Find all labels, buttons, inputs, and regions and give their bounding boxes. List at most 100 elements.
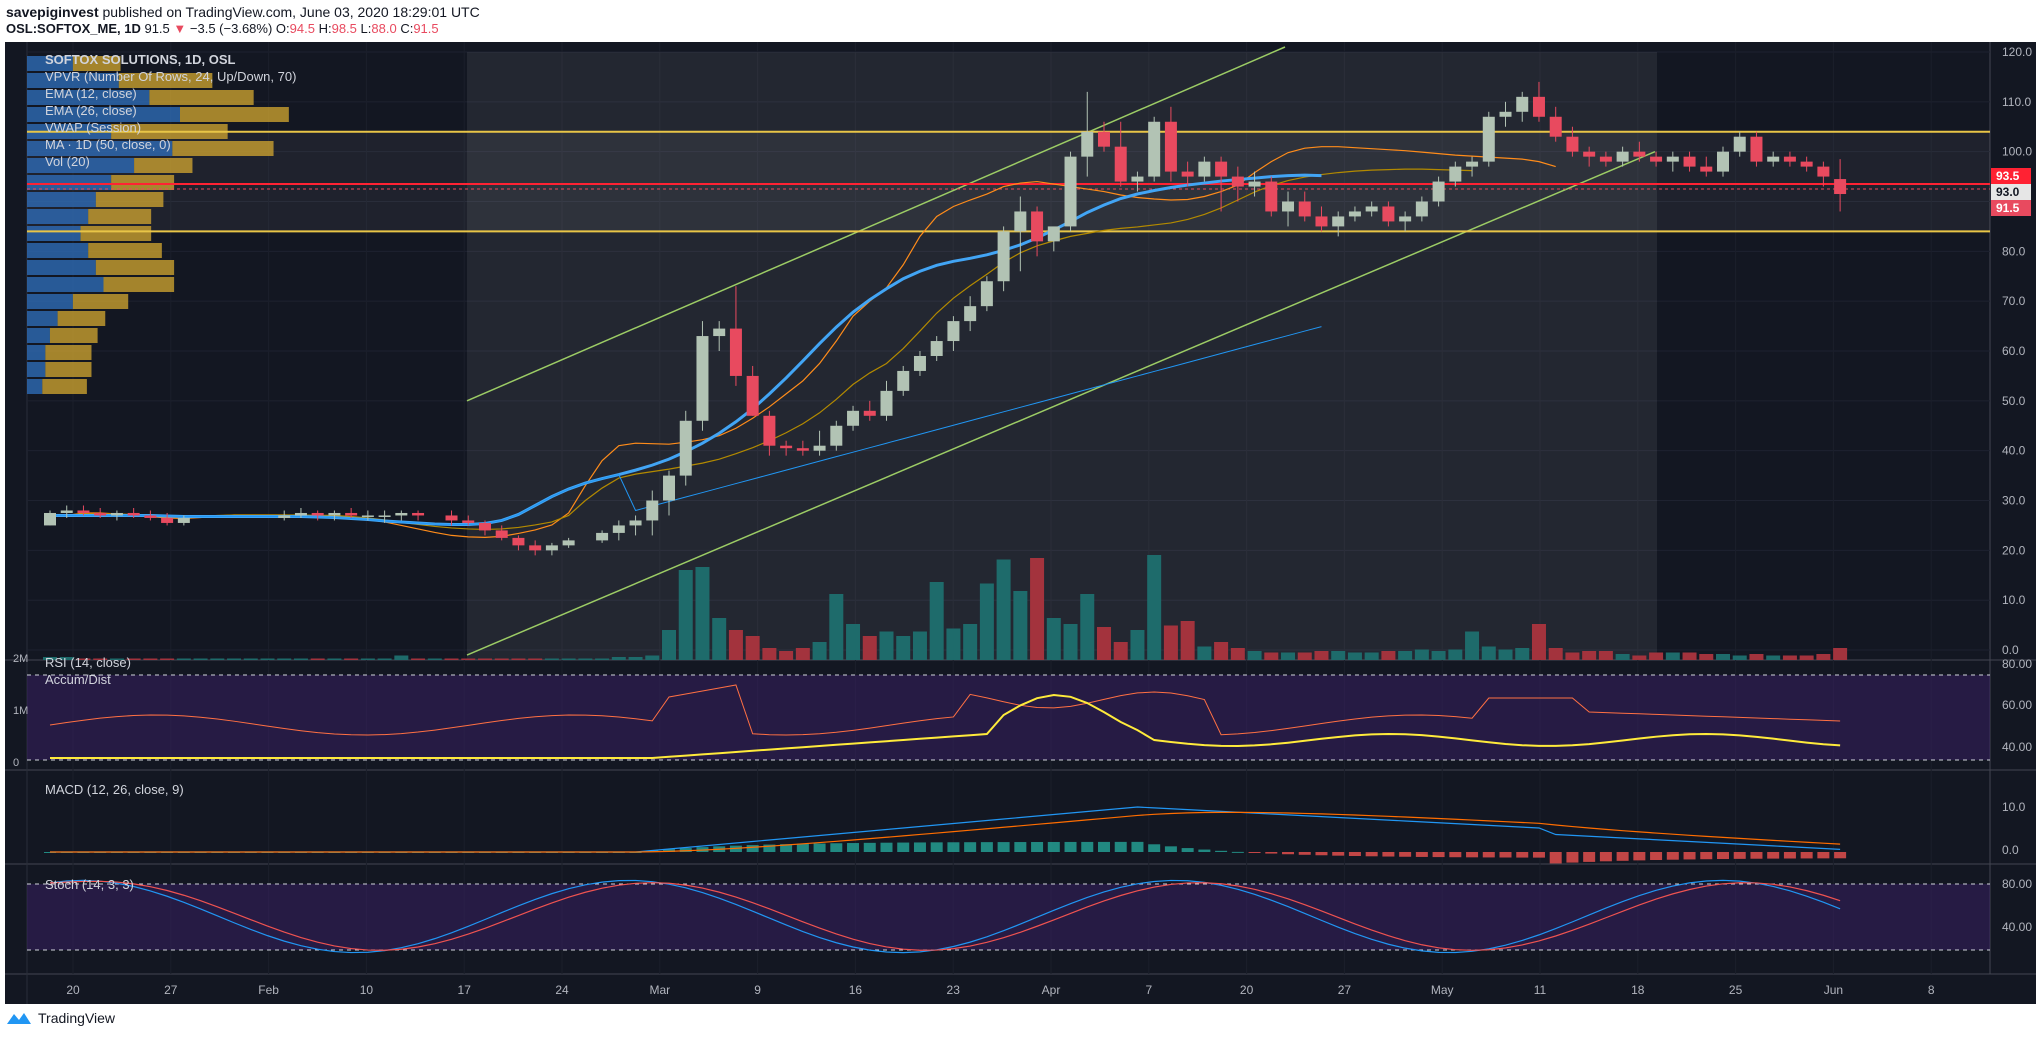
time-tick-label: Apr (1042, 983, 1061, 997)
candle-body (94, 512, 107, 516)
volume-bar (310, 658, 325, 660)
volume-bar (1063, 624, 1078, 660)
volume-bar (126, 658, 141, 660)
volume-bar (1816, 654, 1831, 660)
volume-bar (1833, 648, 1848, 660)
legend-ema26[interactable]: EMA (26, close) (45, 103, 137, 118)
consolidation-zone (27, 131, 1990, 232)
macd-histogram-bar (1248, 852, 1261, 853)
time-tick-label: 8 (1928, 983, 1935, 997)
candle-body (1332, 216, 1345, 227)
candle-body (1415, 201, 1428, 217)
candle-body (1298, 201, 1311, 217)
macd-histogram-bar (1650, 852, 1663, 861)
volume-bar (1414, 649, 1429, 660)
candle-body (780, 445, 793, 449)
price-tick-label: 70.0 (2002, 294, 2026, 308)
legend-vol[interactable]: Vol (20) (45, 154, 90, 169)
candle-body (378, 515, 391, 517)
open-label: O: (275, 21, 290, 36)
vpvr-up-bar (27, 311, 58, 326)
publish-header: savepiginvest published on TradingView.c… (6, 4, 480, 20)
vpvr-up-bar (27, 107, 180, 122)
macd-histogram-bar (1733, 852, 1746, 859)
macd-histogram-bar (1415, 852, 1428, 857)
vpvr-down-bar (88, 243, 162, 258)
macd-histogram-bar (880, 842, 893, 852)
candle-body (796, 448, 809, 451)
volume-bar (1498, 649, 1513, 660)
volume-bar (611, 657, 626, 660)
macd-label[interactable]: MACD (12, 26, close, 9) (45, 782, 184, 797)
vpvr-down-bar (111, 175, 175, 190)
volume-bar (1799, 655, 1814, 660)
candle-body (663, 475, 676, 501)
volume-bar (1682, 652, 1697, 660)
legend-vwap[interactable]: VWAP (Session) (45, 120, 142, 135)
candle-body (1215, 161, 1228, 177)
vpvr-down-bar (118, 73, 213, 88)
chart-area[interactable]: 120.0110.0100.090.080.070.060.050.040.03… (5, 42, 2036, 1004)
macd-histogram-bar (1215, 850, 1228, 852)
macd-histogram-bar (1516, 852, 1529, 858)
rsi-label[interactable]: RSI (14, close) (45, 655, 131, 670)
volume-bar (1465, 631, 1480, 660)
high-value: 98.5 (331, 21, 357, 36)
candle-body (77, 510, 90, 513)
time-tick-label: May (1431, 983, 1454, 997)
candle-body (412, 512, 425, 516)
time-tick-label: 16 (849, 983, 863, 997)
volume-bar (929, 582, 944, 660)
high-label: H: (318, 21, 332, 36)
candle-body (462, 520, 475, 523)
legend-ma50[interactable]: MA · 1D (50, close, 0) (45, 137, 171, 152)
accum-tick-label: 0 (13, 757, 19, 769)
volume-bar (578, 658, 593, 660)
candle-body (161, 517, 174, 523)
stoch-label[interactable]: Stoch (14, 3, 3) (45, 877, 134, 892)
time-tick-label: 24 (555, 983, 569, 997)
time-tick-label: 20 (1240, 983, 1254, 997)
macd-histogram-bar (1834, 852, 1847, 859)
volume-bar (1548, 648, 1563, 660)
macd-histogram-bar (930, 842, 943, 852)
volume-bar (327, 658, 342, 660)
accum-label[interactable]: Accum/Dist (45, 672, 111, 687)
volume-bar (544, 658, 559, 660)
ma-long-line (50, 326, 1322, 525)
volume-bar (1716, 654, 1730, 660)
candle-body (696, 336, 709, 421)
vpvr-up-bar (27, 260, 96, 275)
publisher-name[interactable]: savepiginvest (6, 4, 99, 20)
volume-bar (277, 658, 292, 660)
macd-histogram-bar (897, 842, 910, 852)
macd-histogram-bar (763, 844, 776, 852)
macd-signal-line (50, 811, 1841, 853)
volume-bar (1699, 654, 1714, 660)
candle-body (1282, 201, 1295, 212)
volume-bar (377, 658, 392, 660)
candle-body (1064, 156, 1077, 227)
macd-histogram-bar (1633, 852, 1646, 861)
volume-bar (43, 657, 57, 660)
macd-histogram-bar (1031, 842, 1044, 852)
candle-body (1783, 156, 1796, 162)
footer-brand[interactable]: TradingView (38, 1010, 116, 1026)
legend-vpvr[interactable]: VPVR (Number Of Rows, 24, Up/Down, 70) (45, 69, 297, 84)
chart-svg[interactable]: 120.0110.0100.090.080.070.060.050.040.03… (5, 42, 2036, 1004)
volume-bar (712, 618, 727, 660)
vpvr-up-bar (27, 56, 73, 71)
volume-bar (862, 636, 877, 660)
macd-histogram-bar (1767, 852, 1780, 859)
legend-ema12[interactable]: EMA (12, close) (45, 86, 137, 101)
candle-body (1733, 136, 1746, 152)
macd-histogram-bar (1817, 852, 1830, 859)
rsi-tick-label: 40.00 (2002, 740, 2032, 754)
price-tick-label: 10.0 (2002, 593, 2026, 607)
rsi-tick-label: 80.00 (2002, 657, 2032, 671)
vpvr-up-bar (27, 158, 135, 173)
volume-bar (394, 655, 409, 660)
macd-histogram-bar (679, 848, 692, 852)
candle-body (830, 425, 843, 446)
volume-bar (1632, 655, 1647, 660)
